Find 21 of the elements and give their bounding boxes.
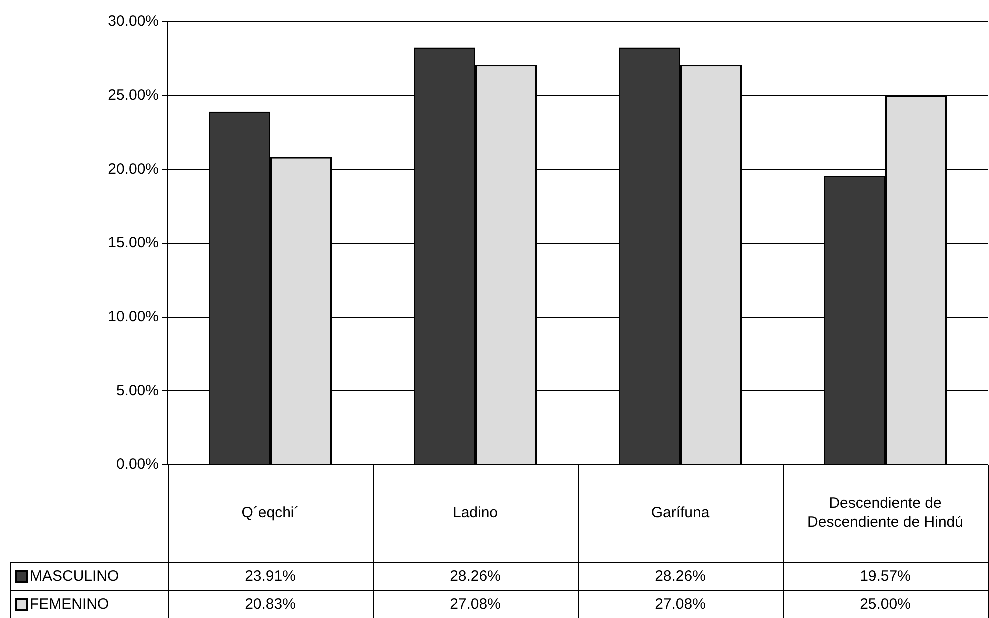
x-tick-label: Garífuna [651, 504, 710, 522]
y-tick-label: 0.00% [116, 456, 159, 474]
legend-label: FEMENINO [30, 596, 110, 614]
legend-label: MASCULINO [30, 568, 120, 586]
data-label: 23.91% [245, 568, 296, 586]
x-tick-label: Q´eqchi´ [242, 504, 300, 522]
y-tick-label: 25.00% [108, 86, 159, 104]
data-label: 25.00% [860, 596, 911, 614]
data-label: 28.26% [655, 568, 706, 586]
data-label: 19.57% [860, 568, 911, 586]
x-tick-label: Descendiente de Descendiente de Hindú [808, 495, 964, 532]
data-label: 28.26% [450, 568, 501, 586]
y-tick-label: 30.00% [108, 13, 159, 30]
data-label: 27.08% [450, 596, 501, 614]
y-tick-label: 10.00% [108, 308, 159, 326]
y-tick-label: 15.00% [108, 234, 159, 252]
data-label: 27.08% [655, 596, 706, 614]
y-tick-label: 5.00% [116, 382, 159, 400]
data-label: 20.83% [245, 596, 296, 614]
x-tick-label: Ladino [452, 504, 498, 522]
y-tick-label: 20.00% [108, 160, 159, 178]
